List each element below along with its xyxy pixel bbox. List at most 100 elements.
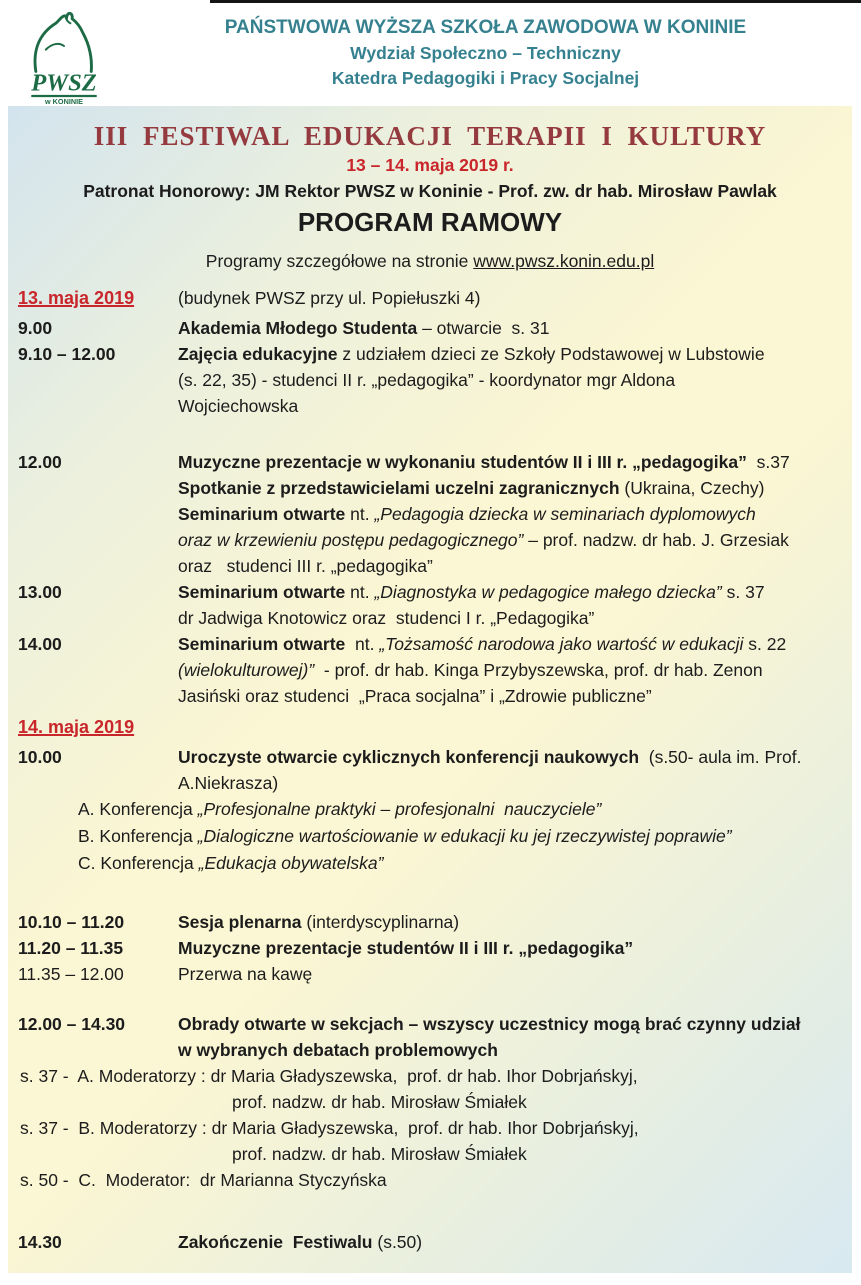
text-segment: „Profesjonalne praktyki – profesjonalni … (197, 799, 602, 819)
text-segment: „Tożsamość narodowa jako wartość w eduka… (379, 634, 744, 654)
description-cell: Przerwa na kawę (178, 961, 836, 987)
time-cell: 14.00 (18, 634, 62, 654)
description-line: Seminarium otwarte nt. „Diagnostyka w pe… (178, 579, 836, 605)
time-cell: 11.20 – 11.35 (18, 938, 124, 958)
text-segment: s. 37 - B. Moderatorzy : dr Maria Gładys… (20, 1118, 639, 1138)
description-line: oraz w krzewieniu postępu pedagogicznego… (178, 527, 836, 553)
description-cell: Seminarium otwarte nt. „Tożsamość narodo… (178, 631, 836, 709)
pwsz-logo: PWSZ w KONINIE (16, 6, 120, 111)
schedule-row: 12.00 – 14.30 Obrady otwarte w sekcjach –… (8, 1011, 852, 1063)
schedule-row: 9.00 Akademia Młodego Studenta – otwarcie… (8, 315, 852, 341)
description-cell: Seminarium otwarte nt. „Diagnostyka w pe… (178, 579, 836, 631)
schedule-row: 14.30 Zakończenie Festiwalu (s.50) (8, 1229, 852, 1255)
text-segment: Zakończenie Festiwalu (178, 1232, 373, 1252)
text-segment: Muzyczne prezentacje studentów II i III … (178, 938, 634, 958)
text-segment: „Edukacja obywatelska” (198, 853, 384, 873)
text-segment: A. Konferencja (78, 799, 198, 819)
letterhead-text: PAŃSTWOWA WYŻSZA SZKOŁA ZAWODOWA W KONIN… (120, 6, 851, 91)
text-segment: (interdyscyplinarna) (301, 912, 460, 932)
text-segment: nt. (345, 504, 375, 524)
description-line: w wybranych debatach problemowych (178, 1037, 836, 1063)
text-segment: Seminarium otwarte (178, 634, 346, 654)
day-location-note: (budynek PWSZ przy ul. Popiełuszki 4) (178, 288, 481, 308)
description-line: Przerwa na kawę (178, 961, 836, 987)
schedule-row: 10.10 – 11.20 Sesja plenarna (interdyscyp… (8, 909, 852, 935)
spacer (8, 419, 852, 449)
time-cell: 13.00 (18, 582, 62, 602)
patronage-line: Patronat Honorowy: JM Rektor PWSZ w Koni… (83, 181, 777, 201)
moderator-line: s. 50 - C. Moderator: dr Marianna Styczy… (8, 1167, 852, 1193)
description-cell: Obrady otwarte w sekcjach – wszyscy ucze… (178, 1011, 836, 1063)
description-line: Jasiński oraz studenci „Praca socjalna” … (178, 683, 836, 709)
description-cell: Akademia Młodego Studenta – otwarcie s. … (178, 315, 836, 341)
festival-title: III FESTIWAL EDUKACJI TERAPII I KULTURY (93, 121, 767, 151)
text-segment: A.Niekrasza) (178, 773, 279, 793)
text-segment: s. 37 - A. Moderatorzy : dr Maria Gładys… (20, 1066, 638, 1086)
schedule-row: 12.00 Muzyczne prezentacje w wykonaniu st… (8, 449, 852, 579)
description-line: (s. 22, 35) - studenci II r. „pedagogika… (178, 367, 836, 393)
text-segment: prof. nadzw. dr hab. Mirosław Śmiałek (232, 1092, 527, 1112)
moderator-line: s. 37 - A. Moderatorzy : dr Maria Gładys… (8, 1063, 852, 1089)
description-line: Zajęcia edukacyjne z udziałem dzieci ze … (178, 341, 836, 367)
text-segment: Sesja plenarna (178, 912, 302, 932)
text-segment: - prof. dr hab. Kinga Przybyszewska, pro… (314, 660, 763, 680)
day-location-note (178, 713, 836, 741)
text-segment: „Pedagogia dziecka w seminariach dyplomo… (374, 504, 756, 524)
faculty-name: Wydział Społeczno – Techniczny (350, 43, 621, 63)
spacer (8, 1193, 852, 1229)
text-segment: nt. (345, 634, 380, 654)
text-segment: Uroczyste otwarcie cyklicznych konferenc… (178, 747, 640, 767)
description-line: dr Jadwiga Knotowicz oraz studenci I r. … (178, 605, 836, 631)
description-line: Muzyczne prezentacje studentów II i III … (178, 935, 836, 961)
day-heading: 13. maja 2019 (budynek PWSZ przy ul. Popi… (8, 283, 852, 313)
description-line: Sesja plenarna (interdyscyplinarna) (178, 909, 836, 935)
text-segment: – otwarcie s. 31 (417, 318, 550, 338)
description-cell: Muzyczne prezentacje w wykonaniu student… (178, 449, 836, 579)
text-segment: Muzyczne prezentacje w wykonaniu student… (178, 452, 747, 472)
text-segment: (wielokulturowej)” (178, 660, 315, 680)
text-segment: Akademia Młodego Studenta (178, 318, 418, 338)
letterhead: PWSZ w KONINIE PAŃSTWOWA WYŻSZA SZKOŁA Z… (0, 0, 861, 106)
description-line: Seminarium otwarte nt. „Tożsamość narodo… (178, 631, 836, 657)
text-segment: (s.50) (372, 1232, 423, 1252)
time-cell: 9.10 – 12.00 (18, 344, 116, 364)
description-cell: Zajęcia edukacyjne z udziałem dzieci ze … (178, 341, 836, 419)
text-segment: oraz studenci III r. „pedagogika” (178, 556, 433, 576)
schedule-row: 13.00 Seminarium otwarte nt. „Diagnostyka… (8, 579, 852, 631)
schedule-row: 14.00 Seminarium otwarte nt. „Tożsamość n… (8, 631, 852, 709)
description-line: Wojciechowska (178, 393, 836, 419)
text-segment: „Diagnostyka w pedagogice małego dziecka… (374, 582, 722, 602)
description-cell: Sesja plenarna (interdyscyplinarna) (178, 909, 836, 935)
text-segment: „Dialogiczne wartościowanie w edukacji k… (197, 826, 732, 846)
description-line: Spotkanie z przedstawicielami uczelni za… (178, 475, 836, 501)
text-segment: Wojciechowska (178, 396, 299, 416)
day-date: 13. maja 2019 (18, 288, 135, 308)
text-segment: B. Konferencja (78, 826, 198, 846)
text-segment: (Ukraina, Czechy) (619, 478, 765, 498)
text-segment: Przerwa na kawę (178, 964, 313, 984)
time-cell: 14.30 (18, 1232, 62, 1252)
text-segment: s. 37 (721, 582, 765, 602)
details-prefix: Programy szczegółowe na stronie (205, 251, 474, 271)
text-segment: Obrady otwarte w sekcjach – wszyscy ucze… (178, 1014, 801, 1034)
schedule: 13. maja 2019 (budynek PWSZ przy ul. Popi… (8, 283, 852, 1255)
time-cell: 10.00 (18, 747, 62, 767)
description-cell: Zakończenie Festiwalu (s.50) (178, 1229, 836, 1255)
text-segment: dr Jadwiga Knotowicz oraz studenci I r. … (178, 608, 595, 628)
text-segment: s.37 (746, 452, 790, 472)
website-link[interactable]: www.pwsz.konin.edu.pl (473, 251, 655, 271)
spacer (8, 877, 852, 909)
program-body: III FESTIWAL EDUKACJI TERAPII I KULTURY … (8, 106, 852, 1273)
schedule-row: 11.35 – 12.00 Przerwa na kawę (8, 961, 852, 987)
text-segment: Zajęcia edukacyjne (178, 344, 338, 364)
description-line: Akademia Młodego Studenta – otwarcie s. … (178, 315, 836, 341)
time-cell: 9.00 (18, 318, 53, 338)
spacer (8, 987, 852, 1011)
details-line: Programy szczegółowe na stronie www.pwsz… (8, 248, 852, 274)
description-cell: Muzyczne prezentacje studentów II i III … (178, 935, 836, 961)
scan-edge-artifact (210, 0, 861, 3)
logo-subtext: w KONINIE (44, 97, 83, 106)
text-segment: C. Konferencja (78, 853, 199, 873)
department-name: Katedra Pedagogiki i Pracy Socjalnej (331, 68, 640, 88)
day-date: 14. maja 2019 (18, 717, 135, 737)
